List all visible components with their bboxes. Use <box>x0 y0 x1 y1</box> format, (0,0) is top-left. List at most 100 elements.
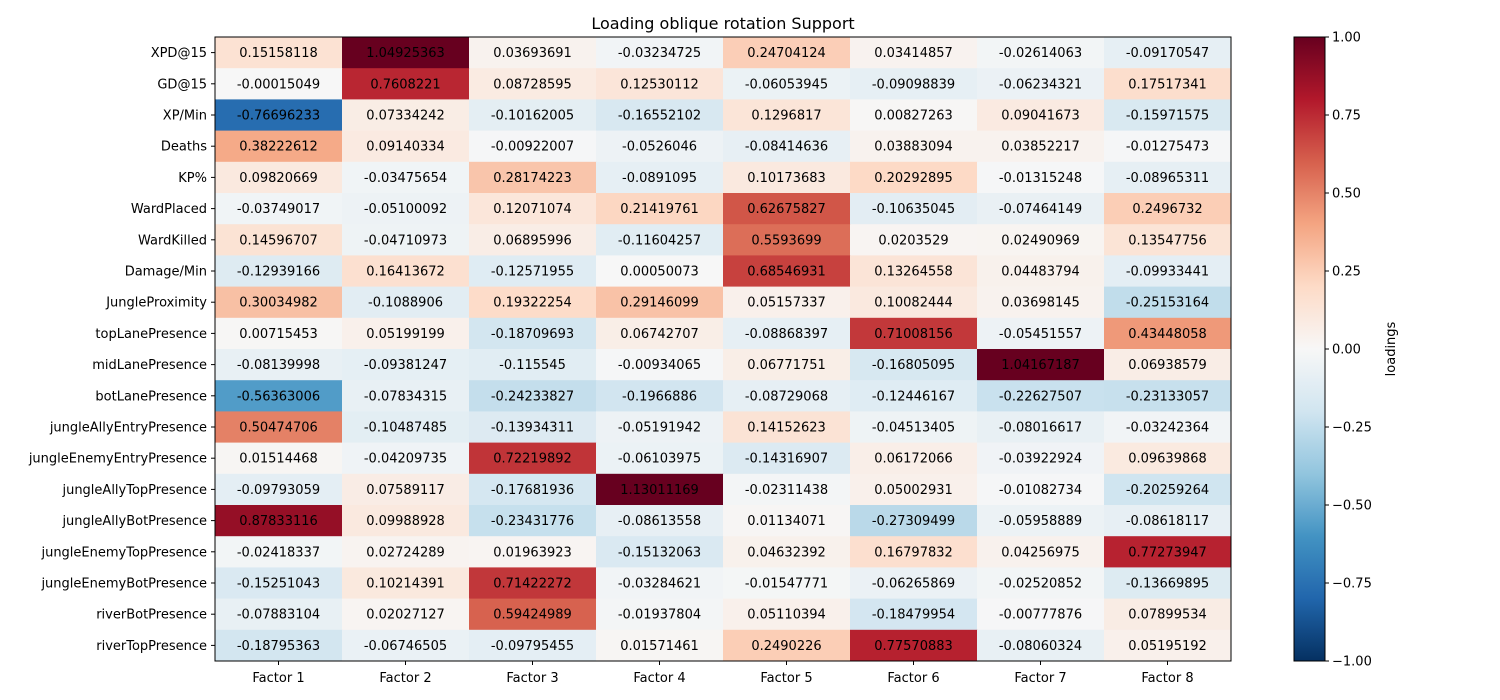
heatmap-cell <box>596 286 724 319</box>
cell-value-label: 0.03693691 <box>493 46 572 61</box>
cell-value-label: -0.115545 <box>499 358 566 373</box>
heatmap-cell <box>1104 193 1232 225</box>
y-tick-label: WardKilled <box>138 233 207 248</box>
heatmap-cell <box>977 629 1105 662</box>
cell-value-label: 0.03698145 <box>1001 296 1080 311</box>
cell-value-label: 0.43448058 <box>1128 327 1207 342</box>
cell-value-label: 0.05157337 <box>747 296 826 311</box>
colorbar-tick-label: 0.25 <box>1332 265 1361 280</box>
heatmap-cell <box>977 161 1105 194</box>
heatmap-cell <box>469 68 597 100</box>
heatmap-cell <box>1104 536 1232 568</box>
column-labels: Factor 1 Factor 2 Factor 3 Factor 4 Factor 5… <box>252 661 1194 686</box>
heatmap-cell <box>469 99 597 132</box>
cell-value-label: 0.71422272 <box>493 577 572 592</box>
heatmap-cell <box>850 317 978 350</box>
cell-value-label: -0.08965311 <box>1126 171 1209 186</box>
cell-value-label: -0.22627507 <box>999 389 1082 404</box>
heatmap-cell <box>596 224 724 256</box>
cell-value-label: 0.24704124 <box>747 46 826 61</box>
heatmap-cell <box>469 224 597 256</box>
cell-value-label: -0.12939166 <box>237 265 320 280</box>
heatmap-cell <box>1104 473 1232 506</box>
heatmap-cell <box>469 598 597 631</box>
cell-value-label: 0.05195192 <box>1128 639 1207 654</box>
cell-value-label: -0.06103975 <box>618 452 701 467</box>
cell-value-label: 0.13547756 <box>1128 233 1207 248</box>
heatmap-cell <box>469 411 597 444</box>
heatmap-cell <box>977 286 1105 319</box>
heatmap-cell <box>342 505 470 537</box>
cell-value-label: -0.09170547 <box>1126 46 1209 61</box>
y-tick-label: XP/Min <box>163 109 207 124</box>
heatmap-cell <box>850 286 978 319</box>
heatmap-cell <box>596 161 724 194</box>
heatmap-cell <box>1104 442 1232 475</box>
heatmap-cell <box>850 193 978 225</box>
y-tick-label: topLanePresence <box>95 327 207 342</box>
cell-value-label: 0.77570883 <box>874 639 953 654</box>
heatmap-cell <box>596 442 724 475</box>
cell-value-label: 0.50474706 <box>239 421 318 436</box>
cell-value-label: -0.07834315 <box>364 389 447 404</box>
heatmap-cell <box>977 99 1105 132</box>
cell-value-label: 0.12530112 <box>620 77 699 92</box>
heatmap-cell <box>596 255 724 288</box>
cell-value-label: -0.05958889 <box>999 514 1082 529</box>
heatmap-cell <box>596 598 724 631</box>
x-tick-label: Factor 8 <box>1141 671 1193 686</box>
x-tick-label: Factor 5 <box>760 671 812 686</box>
cell-value-label: -0.06746505 <box>364 639 447 654</box>
heatmap-cell <box>850 567 978 600</box>
cell-value-label: 0.15158118 <box>239 46 318 61</box>
cell-value-label: 0.5593699 <box>751 233 821 248</box>
cell-value-label: -0.02418337 <box>237 545 320 560</box>
heatmap-cell <box>850 380 978 412</box>
cell-value-label: 0.21419761 <box>620 202 699 217</box>
cell-value-label: -0.01937804 <box>618 608 701 623</box>
cell-value-label: 0.09988928 <box>366 514 445 529</box>
cell-value-label: 0.10173683 <box>747 171 826 186</box>
heatmap-cell <box>596 380 724 412</box>
cell-value-label: -0.10635045 <box>872 202 955 217</box>
heatmap-cell <box>469 317 597 350</box>
y-tick-label: XPD@15 <box>151 46 207 61</box>
cell-value-label: 0.09041673 <box>1001 109 1080 124</box>
heatmap-cell <box>469 536 597 568</box>
y-tick-label: riverTopPresence <box>96 639 207 654</box>
cell-value-label: 0.71008156 <box>874 327 953 342</box>
cell-value-label: 0.08728595 <box>493 77 572 92</box>
heatmap-cell <box>215 411 343 444</box>
heatmap-cell <box>469 161 597 194</box>
cell-value-label: 0.02724289 <box>366 545 445 560</box>
cell-value-label: -0.01082734 <box>999 483 1082 498</box>
heatmap-cell <box>850 130 978 163</box>
heatmap-cell <box>850 161 978 194</box>
cell-value-label: -0.0891095 <box>622 171 697 186</box>
cell-value-label: 0.19322254 <box>493 296 572 311</box>
cell-value-label: -0.08414636 <box>745 140 828 155</box>
heatmap-cell <box>342 193 470 225</box>
cell-value-label: -0.03749017 <box>237 202 320 217</box>
cell-value-label: 0.03883094 <box>874 140 953 155</box>
cell-value-label: 0.00050073 <box>620 265 699 280</box>
heatmap-cell <box>1104 567 1232 600</box>
heatmap-cell <box>977 411 1105 444</box>
colorbar-tick-label: 0.50 <box>1332 187 1361 202</box>
cell-value-label: -0.04710973 <box>364 233 447 248</box>
heatmap-cell <box>596 349 724 381</box>
cell-value-label: -0.18709693 <box>491 327 574 342</box>
heatmap-cell <box>723 130 851 163</box>
cell-value-label: -0.13669895 <box>1126 577 1209 592</box>
heatmap-cell <box>342 130 470 163</box>
heatmap-cell <box>1104 224 1232 256</box>
x-tick-label: Factor 6 <box>887 671 939 686</box>
heatmap-cell <box>1104 255 1232 288</box>
heatmap-cell <box>850 411 978 444</box>
cell-value-label: 0.68546931 <box>747 265 826 280</box>
cell-value-label: -0.02614063 <box>999 46 1082 61</box>
heatmap-cell <box>1104 598 1232 631</box>
heatmap-cell <box>342 629 470 662</box>
heatmap-cell <box>469 130 597 163</box>
heatmap-cell <box>215 161 343 194</box>
